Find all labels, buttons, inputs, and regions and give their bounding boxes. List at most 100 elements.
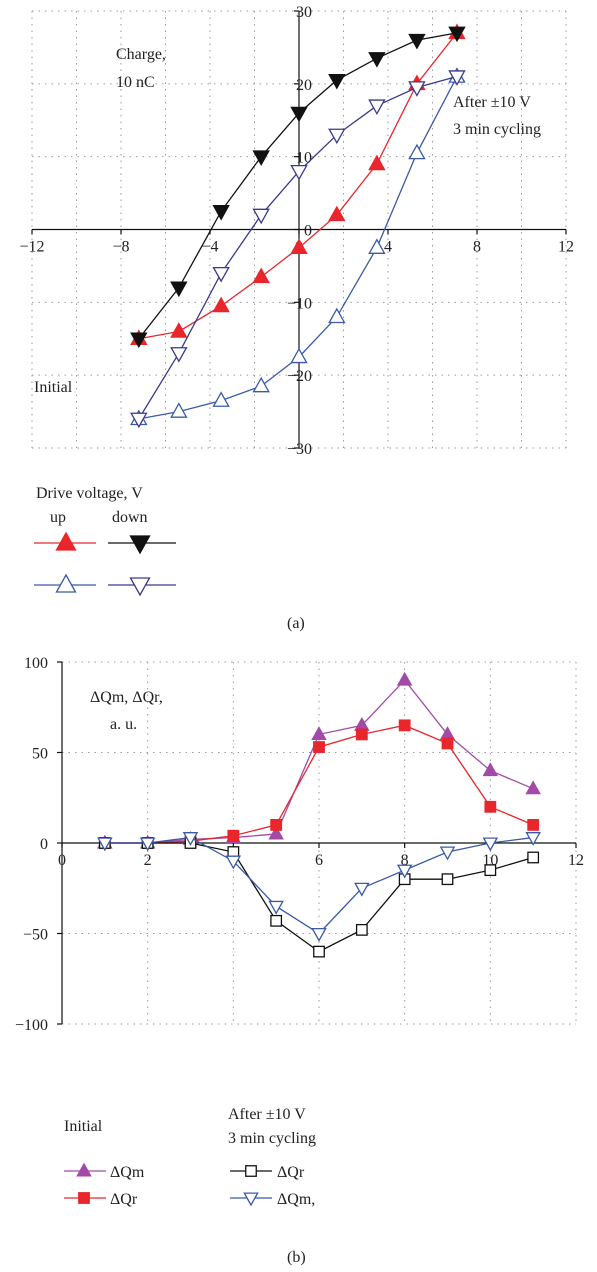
x-tick-label: 12 [558,239,574,256]
chart-a-ylabel-line2: 10 nC [116,74,155,91]
data-point-initial_up [212,296,230,313]
legend-b-after-title-line2: 3 min cycling [228,1130,316,1147]
data-point-initial_down [290,106,308,123]
y-tick-label: 10 [296,150,312,167]
data-point-initial_m [482,762,499,777]
legend-b-after-title-line1: After ±10 V [228,1106,306,1123]
data-point-after_m [354,882,370,897]
ticks-a: −12−8−4048123020100−10−20−30 [19,4,574,458]
chart-a-caption: (a) [287,615,305,632]
legend-b-label-after-m: ΔQm, [277,1191,315,1208]
data-point-initial_r [355,728,368,741]
data-point-after_r [270,914,283,927]
data-point-after_down [130,412,148,429]
data-point-after_m [525,832,541,846]
data-point-initial_down [252,150,270,166]
data-point-initial_r [527,818,540,831]
data-point-after_m [482,837,499,852]
x-tick-label: 0 [58,852,66,869]
data-point-after_m [396,864,413,879]
chart-a-after-label-line2: 3 min cycling [453,121,541,138]
x-tick-label: −12 [19,239,44,256]
legend-a-items [34,531,176,597]
y-tick-label: 30 [296,4,312,21]
y-tick-label: −20 [287,368,312,385]
legend-b-items [64,1162,272,1207]
data-point-initial_m [396,671,413,686]
data-point-initial_down [328,73,346,90]
legend-b-marker-initial_m [76,1162,92,1177]
data-point-after_up [290,347,308,364]
legend-a-marker-initial_down [129,535,151,555]
chart-a-after-label-line1: After ±10 V [453,94,531,111]
x-tick-label: 2 [144,852,152,869]
data-point-initial_down [448,26,466,43]
x-tick-label: 8 [401,852,409,869]
data-point-after_m [439,846,456,861]
data-point-initial_r [270,818,283,831]
data-point-initial_m [268,825,284,840]
legend-b-label-initial-m: ΔQm [110,1164,145,1181]
data-point-after_m [311,927,327,942]
data-point-initial_r [398,719,411,732]
data-point-after_down [328,128,346,145]
legend-a-marker-initial_up [55,531,77,551]
y-tick-label: 50 [32,746,48,763]
data-point-initial_down [170,281,188,298]
legend-b-marker-after_r [245,1165,257,1177]
data-point-after_r [355,923,368,936]
legend-a-marker-after_up [55,573,77,593]
chart-b: 024681012100500−50−100 ΔQm, ΔQr, a. u. I… [15,655,584,1266]
data-point-initial_down [408,33,426,50]
legend-a-marker-after_down [129,577,151,597]
data-point-initial_r [313,741,325,753]
data-point-initial_down [368,52,386,68]
x-tick-label: −4 [201,239,218,256]
legend-a-up-header: up [50,509,66,526]
data-point-after_up [212,391,230,407]
x-tick-label: 8 [473,239,481,256]
chart-b-ylabel-line1: ΔQm, ΔQr, [90,689,163,706]
legend-b-marker-initial_r [78,1192,90,1204]
data-point-after_m [139,837,156,852]
grid-b [62,661,577,1025]
chart-a-ylabel-line1: Charge, [116,46,166,63]
data-point-after_m [268,900,284,915]
data-point-initial_up [170,322,188,338]
data-point-after_m [225,855,242,870]
data-point-after_up [408,143,426,160]
y-tick-label: 0 [304,223,312,240]
legend-b-initial-title: Initial [64,1118,103,1135]
chart-b-caption: (b) [287,1249,306,1266]
data-point-after_r [484,864,497,877]
data-point-initial_r [484,800,497,813]
legend-a: Drive voltage, V up down [34,485,176,597]
series-b [97,671,541,958]
chart-b-ylabel-line2: a. u. [110,716,137,733]
legend-b: Initial After ±10 V 3 min cycling ΔQm ΔQ… [64,1106,316,1208]
data-point-initial_up [328,205,346,222]
legend-a-title: Drive voltage, V [36,485,143,502]
data-point-after_down [170,347,188,363]
data-point-after_up [328,307,346,324]
data-point-initial_r [227,829,240,842]
data-point-initial_m [311,726,327,740]
data-point-initial_down [130,332,148,349]
data-point-after_down [368,99,386,116]
data-point-after_down [448,70,466,86]
data-point-after_down [290,164,308,181]
data-point-initial_r [441,737,454,750]
y-tick-label: −30 [287,441,312,458]
y-tick-label: −50 [23,927,48,944]
data-point-after_r [527,851,540,864]
y-tick-label: 100 [24,655,48,672]
data-point-initial_up [290,238,308,254]
x-tick-label: −8 [112,239,129,256]
data-point-initial_down [212,205,230,221]
data-point-after_r [441,873,454,886]
data-point-after_down [212,266,230,283]
y-tick-label: 0 [40,836,48,853]
series-a [130,23,466,429]
y-tick-label: −100 [15,1017,48,1034]
chart-a: −12−8−4048123020100−10−20−30 Charge, 10 … [19,4,574,632]
